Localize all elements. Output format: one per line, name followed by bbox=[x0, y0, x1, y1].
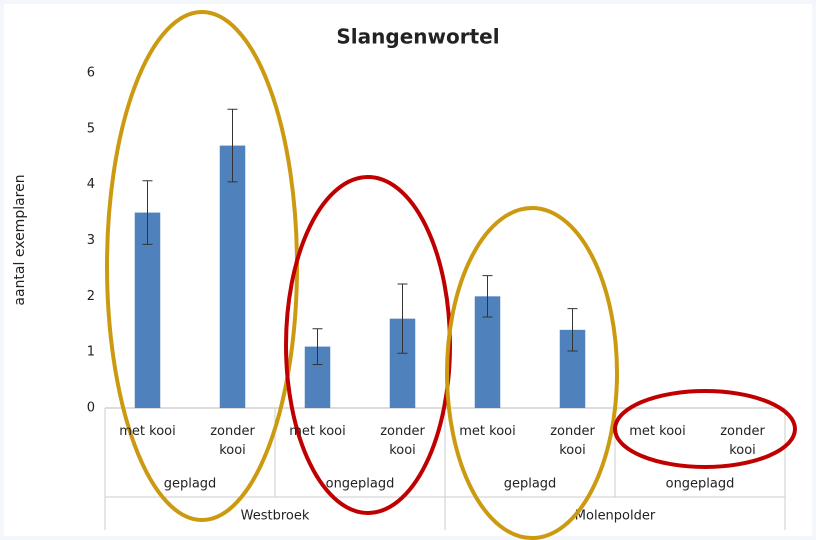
bar bbox=[219, 145, 246, 409]
y-tick-label: 0 bbox=[87, 401, 95, 416]
group-label: Westbroek bbox=[241, 509, 310, 524]
x-tick-label: zonder kooi bbox=[550, 424, 595, 458]
bar bbox=[134, 212, 161, 408]
y-tick-label: 5 bbox=[87, 121, 95, 136]
group-label: Molenpolder bbox=[575, 509, 656, 524]
x-tick-label: zonder kooi bbox=[210, 424, 255, 458]
x-tick-label: zonder kooi bbox=[380, 424, 425, 458]
error-bar bbox=[227, 108, 238, 183]
y-tick-label: 2 bbox=[87, 289, 95, 304]
x-tick-label: met kooi bbox=[629, 424, 686, 439]
group-label: ongeplagd bbox=[666, 477, 735, 492]
y-tick-label: 4 bbox=[87, 177, 95, 192]
x-tick-label: met kooi bbox=[289, 424, 346, 439]
y-axis-label: aantal exemplaren bbox=[12, 174, 28, 305]
y-tick-label: 6 bbox=[87, 66, 95, 81]
x-tick-label: met kooi bbox=[119, 424, 176, 439]
chart-title: Slangenwortel bbox=[336, 25, 499, 49]
error-bar bbox=[397, 283, 408, 354]
group-label: ongeplagd bbox=[326, 477, 395, 492]
x-tick-label: met kooi bbox=[459, 424, 516, 439]
annotation-ellipse bbox=[613, 389, 797, 469]
group-label: geplagd bbox=[164, 477, 217, 492]
error-bar bbox=[312, 328, 323, 365]
y-tick-label: 3 bbox=[87, 233, 95, 248]
x-tick-label: zonder kooi bbox=[720, 424, 765, 458]
error-bar bbox=[482, 275, 493, 318]
error-bar bbox=[567, 308, 578, 352]
y-tick-label: 1 bbox=[87, 345, 95, 360]
group-label: geplagd bbox=[504, 477, 557, 492]
annotation-ellipse bbox=[445, 206, 619, 540]
error-bar bbox=[142, 180, 153, 245]
